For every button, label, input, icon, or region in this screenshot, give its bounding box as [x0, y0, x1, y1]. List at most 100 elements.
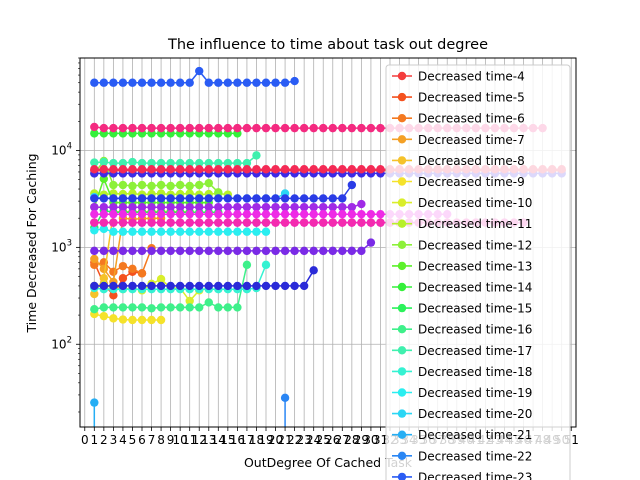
x-tick-label: 28 [344, 433, 359, 447]
data-point [319, 246, 328, 256]
data-point [137, 227, 147, 236]
x-tick-label: 15 [220, 433, 235, 447]
data-point [290, 165, 299, 174]
series-line [94, 69, 295, 84]
data-point [290, 246, 299, 256]
y-axis-label: Time Decreased For Caching [24, 153, 39, 333]
data-point [233, 281, 242, 291]
x-tick-label: 9 [167, 433, 175, 447]
data-point [195, 66, 204, 76]
legend-entry: Decreased time-19 [392, 386, 532, 400]
data-point [376, 218, 385, 227]
data-point [338, 123, 347, 133]
data-point [214, 78, 223, 87]
data-point [357, 209, 366, 219]
legend-swatch-marker [397, 135, 407, 144]
data-point [90, 260, 99, 270]
plot-frame [79, 57, 577, 428]
data-point [357, 199, 366, 209]
data-point [90, 158, 99, 167]
data-point [233, 209, 242, 219]
data-point [204, 209, 213, 219]
legend-entry: Decreased time-11 [392, 217, 532, 231]
x-tick-label: 31 [373, 433, 388, 447]
legend-label: Decreased time-12 [418, 238, 532, 252]
data-point [376, 165, 385, 174]
data-point [261, 260, 271, 270]
data-point [137, 78, 147, 87]
data-point [128, 202, 137, 212]
y-tick-label: 103 [51, 238, 72, 254]
data-point [109, 218, 118, 227]
data-point [137, 269, 147, 278]
data-point [166, 194, 175, 203]
data-point [223, 158, 233, 168]
data-point [109, 165, 118, 174]
data-point [109, 303, 118, 312]
data-point [185, 218, 194, 227]
x-tick-label: 10 [173, 433, 188, 447]
data-point [271, 194, 280, 203]
legend-entry: Decreased time-16 [392, 323, 532, 337]
legend-entry: Decreased time-18 [392, 365, 532, 379]
x-tick-label: 13 [201, 433, 216, 447]
data-point [147, 304, 156, 313]
data-point [366, 123, 376, 133]
data-point [338, 202, 347, 212]
data-point [214, 123, 223, 133]
data-point [156, 218, 166, 227]
data-point [204, 123, 213, 133]
data-point [242, 165, 252, 174]
legend-label: Decreased time-10 [418, 196, 532, 210]
data-point [109, 202, 118, 212]
data-point [166, 281, 175, 291]
data-point [195, 218, 204, 227]
data-point [166, 78, 175, 87]
data-point [175, 303, 185, 312]
data-point [99, 281, 109, 291]
data-point [195, 246, 204, 256]
data-point [99, 218, 109, 227]
data-point [90, 281, 99, 291]
legend-label: Decreased time-9 [418, 175, 525, 189]
data-point [357, 165, 366, 174]
data-point [271, 281, 280, 291]
data-point [109, 180, 118, 190]
data-point [156, 227, 166, 236]
x-tick-label: 14 [211, 433, 226, 447]
data-point [99, 303, 109, 312]
x-tick-label: 21 [277, 433, 292, 447]
data-point [147, 181, 156, 191]
data-point [99, 157, 109, 167]
data-point [109, 158, 118, 168]
series-line [94, 184, 353, 200]
data-point [233, 227, 242, 236]
data-point [137, 303, 147, 312]
data-point [290, 209, 299, 219]
data-point [233, 194, 242, 203]
data-point [299, 218, 309, 227]
y-tick-label: 102 [51, 335, 72, 351]
legend-label: Decreased time-5 [418, 91, 525, 105]
legend-entry: Decreased time-23 [392, 470, 532, 480]
data-point [175, 246, 185, 256]
legend-entry: Decreased time-8 [392, 154, 525, 168]
data-point [128, 264, 137, 274]
data-point [299, 165, 309, 174]
data-point [118, 194, 128, 203]
data-point [233, 218, 242, 227]
legend-entry: Decreased time-13 [392, 259, 532, 273]
data-point [357, 123, 366, 133]
data-point [261, 209, 271, 219]
data-point [90, 165, 99, 174]
data-point [147, 158, 156, 168]
data-point [261, 78, 271, 87]
data-point [147, 165, 156, 174]
x-tick-label: 4 [119, 433, 127, 447]
x-tick-label: 26 [325, 433, 340, 447]
data-point [156, 202, 166, 212]
series [90, 156, 223, 197]
data-point [175, 165, 185, 174]
data-point [175, 123, 185, 133]
